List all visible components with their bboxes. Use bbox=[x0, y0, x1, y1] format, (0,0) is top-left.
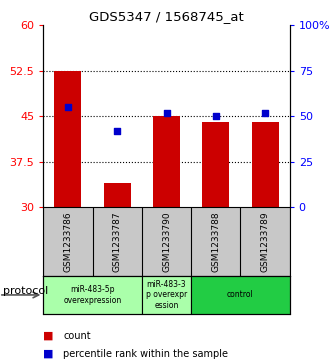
Bar bbox=[191, 276, 290, 314]
Text: miR-483-5p
overexpression: miR-483-5p overexpression bbox=[64, 285, 122, 305]
Point bbox=[262, 110, 268, 115]
Point bbox=[164, 110, 169, 115]
Bar bbox=[43, 276, 142, 314]
Text: GSM1233788: GSM1233788 bbox=[211, 211, 220, 272]
Bar bbox=[251, 122, 279, 207]
Text: percentile rank within the sample: percentile rank within the sample bbox=[63, 349, 228, 359]
Text: ■: ■ bbox=[43, 331, 54, 341]
Point bbox=[65, 104, 71, 110]
Text: protocol: protocol bbox=[3, 286, 49, 296]
Bar bbox=[153, 116, 180, 207]
Text: GSM1233789: GSM1233789 bbox=[260, 211, 270, 272]
Bar bbox=[104, 183, 131, 207]
Point bbox=[115, 128, 120, 134]
Bar bbox=[202, 122, 229, 207]
Text: count: count bbox=[63, 331, 91, 341]
Point bbox=[213, 113, 218, 119]
Text: ■: ■ bbox=[43, 349, 54, 359]
Text: GSM1233787: GSM1233787 bbox=[113, 211, 122, 272]
Text: miR-483-3
p overexpr
ession: miR-483-3 p overexpr ession bbox=[146, 280, 187, 310]
Text: GSM1233786: GSM1233786 bbox=[63, 211, 73, 272]
Text: control: control bbox=[227, 290, 254, 299]
Title: GDS5347 / 1568745_at: GDS5347 / 1568745_at bbox=[89, 10, 244, 23]
Bar bbox=[54, 71, 82, 207]
Text: GSM1233790: GSM1233790 bbox=[162, 211, 171, 272]
Bar bbox=[142, 276, 191, 314]
